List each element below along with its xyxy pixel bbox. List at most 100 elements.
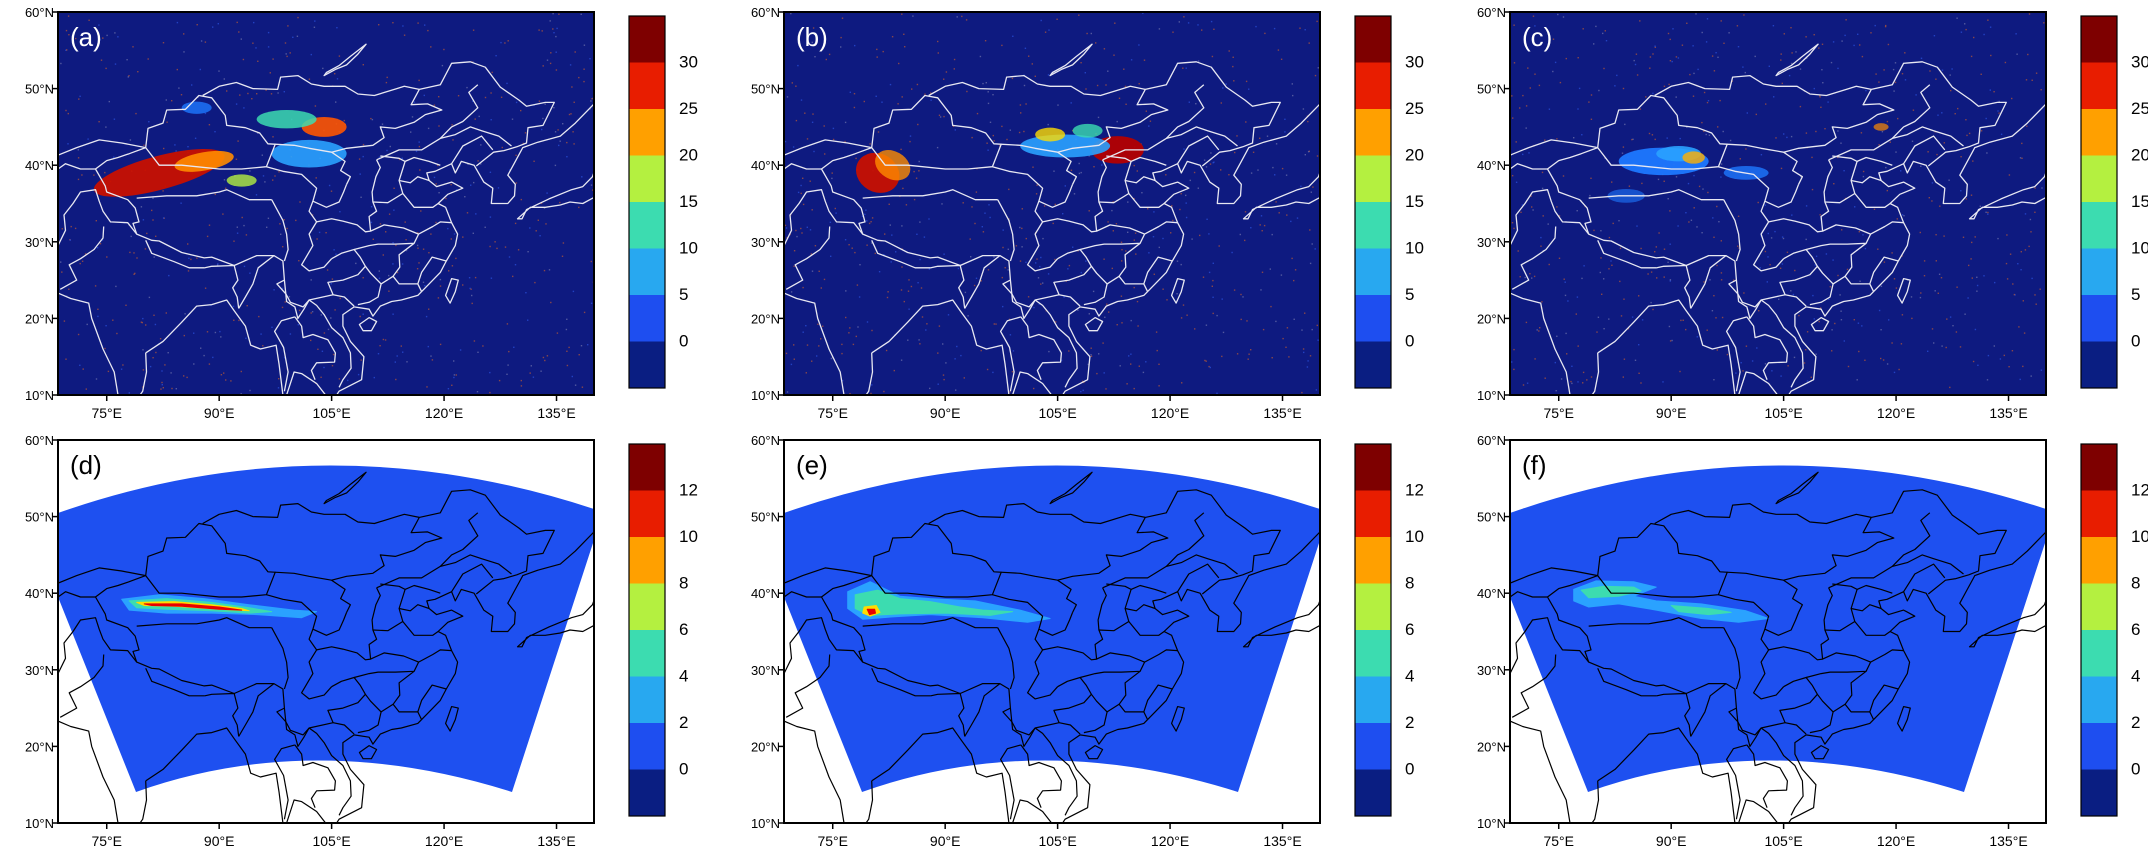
colorbar-label: 4 — [2131, 667, 2140, 686]
x-tick-label: 135°E — [1989, 405, 2027, 421]
map-panel-a: (a) 75°E 90°E 105°E 120°E 135°E 60°N 50°N 40°N 30… — [25, 5, 698, 421]
y-tick-label: 10°N — [751, 816, 780, 831]
map-frame — [57, 439, 595, 824]
y-tick-label: 20°N — [1477, 311, 1506, 326]
y-tick-label: 30°N — [751, 235, 780, 250]
boundaries — [1510, 471, 2046, 823]
colorbar-label: 4 — [679, 667, 688, 686]
y-tick-label: 20°N — [25, 739, 54, 754]
colorbar-label: 10 — [2131, 239, 2148, 258]
x-tick-label: 120°E — [425, 833, 463, 849]
colorbar-d: 12 10 8 6 4 2 0 — [628, 443, 698, 817]
colorbar-label: 25 — [2131, 99, 2148, 118]
dust-plume — [1670, 605, 1732, 616]
colorbar-label: 4 — [1405, 667, 1414, 686]
x-tick-label: 135°E — [537, 833, 575, 849]
x-tick-label: 90°E — [204, 833, 235, 849]
colorbar-label: 30 — [1405, 53, 1424, 72]
x-tick-label: 105°E — [1038, 833, 1076, 849]
colorbar-cell — [1355, 16, 1391, 63]
x-tick-label: 135°E — [1263, 833, 1301, 849]
map-frame — [783, 11, 1321, 396]
observation-field — [1510, 12, 2046, 395]
colorbar-label: 10 — [1405, 527, 1424, 546]
y-tick-label: 40°N — [25, 158, 54, 173]
dust-hotspot — [1072, 123, 1103, 138]
colorbar-label: 10 — [679, 527, 698, 546]
colorbar-label: 0 — [1405, 332, 1414, 351]
colorbar-cell — [1355, 444, 1391, 491]
colorbar-cell — [629, 248, 665, 296]
colorbar-cell — [2081, 202, 2117, 249]
y-tick-label: 10°N — [1477, 816, 1506, 831]
colorbar-cell — [629, 676, 665, 724]
colorbar-label: 5 — [2131, 285, 2140, 304]
colorbar-cell — [1355, 295, 1391, 342]
map-panel-e: (e) 75°E 90°E 105°E 120°E 135°E 60°N 50°N 40°N 30… — [751, 433, 1424, 849]
colorbar-cell — [1355, 583, 1391, 631]
y-tick-label: 50°N — [25, 82, 54, 97]
x-tick-label: 90°E — [204, 405, 235, 421]
dust-plume — [1580, 585, 1642, 599]
y-tick-label: 40°N — [751, 158, 780, 173]
colorbar-label: 15 — [1405, 192, 1424, 211]
y-tick-label: 20°N — [1477, 739, 1506, 754]
colorbar-label: 5 — [679, 285, 688, 304]
colorbar-cell — [1355, 248, 1391, 296]
colorbar-label: 0 — [2131, 332, 2140, 351]
y-tick-label: 20°N — [25, 311, 54, 326]
y-tick-label: 60°N — [751, 5, 780, 20]
panel-label-b: (b) — [796, 22, 828, 52]
colorbar-cell — [2081, 630, 2117, 677]
x-tick-label: 105°E — [1764, 833, 1802, 849]
colorbar-cell — [629, 583, 665, 631]
y-tick-label: 60°N — [1477, 433, 1506, 448]
x-tick-label: 90°E — [930, 833, 961, 849]
x-tick-label: 75°E — [1543, 833, 1574, 849]
colorbar-cell — [2081, 583, 2117, 631]
colorbar-cell — [1355, 202, 1391, 249]
colorbar-label: 15 — [2131, 192, 2148, 211]
colorbar-label: 20 — [2131, 146, 2148, 165]
x-tick-label: 135°E — [537, 405, 575, 421]
colorbar-cell — [629, 537, 665, 584]
colorbar-cell — [2081, 109, 2117, 156]
colorbar-label: 25 — [1405, 99, 1424, 118]
y-tick-label: 10°N — [25, 388, 54, 403]
x-tick-label: 120°E — [425, 405, 463, 421]
observation-field — [784, 12, 1320, 395]
y-tick-label: 50°N — [751, 82, 780, 97]
colorbar-cell — [1355, 723, 1391, 770]
colorbar-label: 2 — [1405, 713, 1414, 732]
colorbar-label: 6 — [679, 620, 688, 639]
y-tick-label: 20°N — [751, 311, 780, 326]
colorbar-label: 5 — [1405, 285, 1414, 304]
dust-hotspot — [1873, 123, 1889, 131]
colorbar-label: 12 — [2131, 481, 2148, 500]
colorbar-label: 6 — [1405, 620, 1414, 639]
y-tick-label: 10°N — [25, 816, 54, 831]
colorbar-cell — [1355, 630, 1391, 677]
y-tick-label: 10°N — [1477, 388, 1506, 403]
y-tick-label: 60°N — [751, 433, 780, 448]
x-tick-label: 135°E — [1989, 833, 2027, 849]
colorbar-cell — [1355, 155, 1391, 203]
map-panel-f: (f) 75°E 90°E 105°E 120°E 135°E 60°N 50°N 40°N 30… — [1477, 433, 2148, 849]
colorbar-cell — [629, 109, 665, 156]
colorbar-cell — [629, 62, 665, 110]
x-tick-label: 105°E — [1038, 405, 1076, 421]
y-tick-label: 40°N — [25, 586, 54, 601]
colorbar-cell — [2081, 769, 2117, 817]
x-tick-label: 120°E — [1877, 833, 1915, 849]
colorbar-label: 0 — [2131, 760, 2140, 779]
colorbar-cell — [2081, 248, 2117, 296]
colorbar-c: 30 25 20 15 10 5 0 — [2080, 15, 2148, 389]
model-domain — [1510, 465, 2046, 792]
dust-hotspot — [1035, 127, 1066, 142]
colorbar-cell — [629, 723, 665, 770]
noise-pixels — [784, 12, 1320, 395]
colorbar-label: 15 — [679, 192, 698, 211]
x-tick-label: 120°E — [1877, 405, 1915, 421]
x-tick-label: 75°E — [817, 833, 848, 849]
